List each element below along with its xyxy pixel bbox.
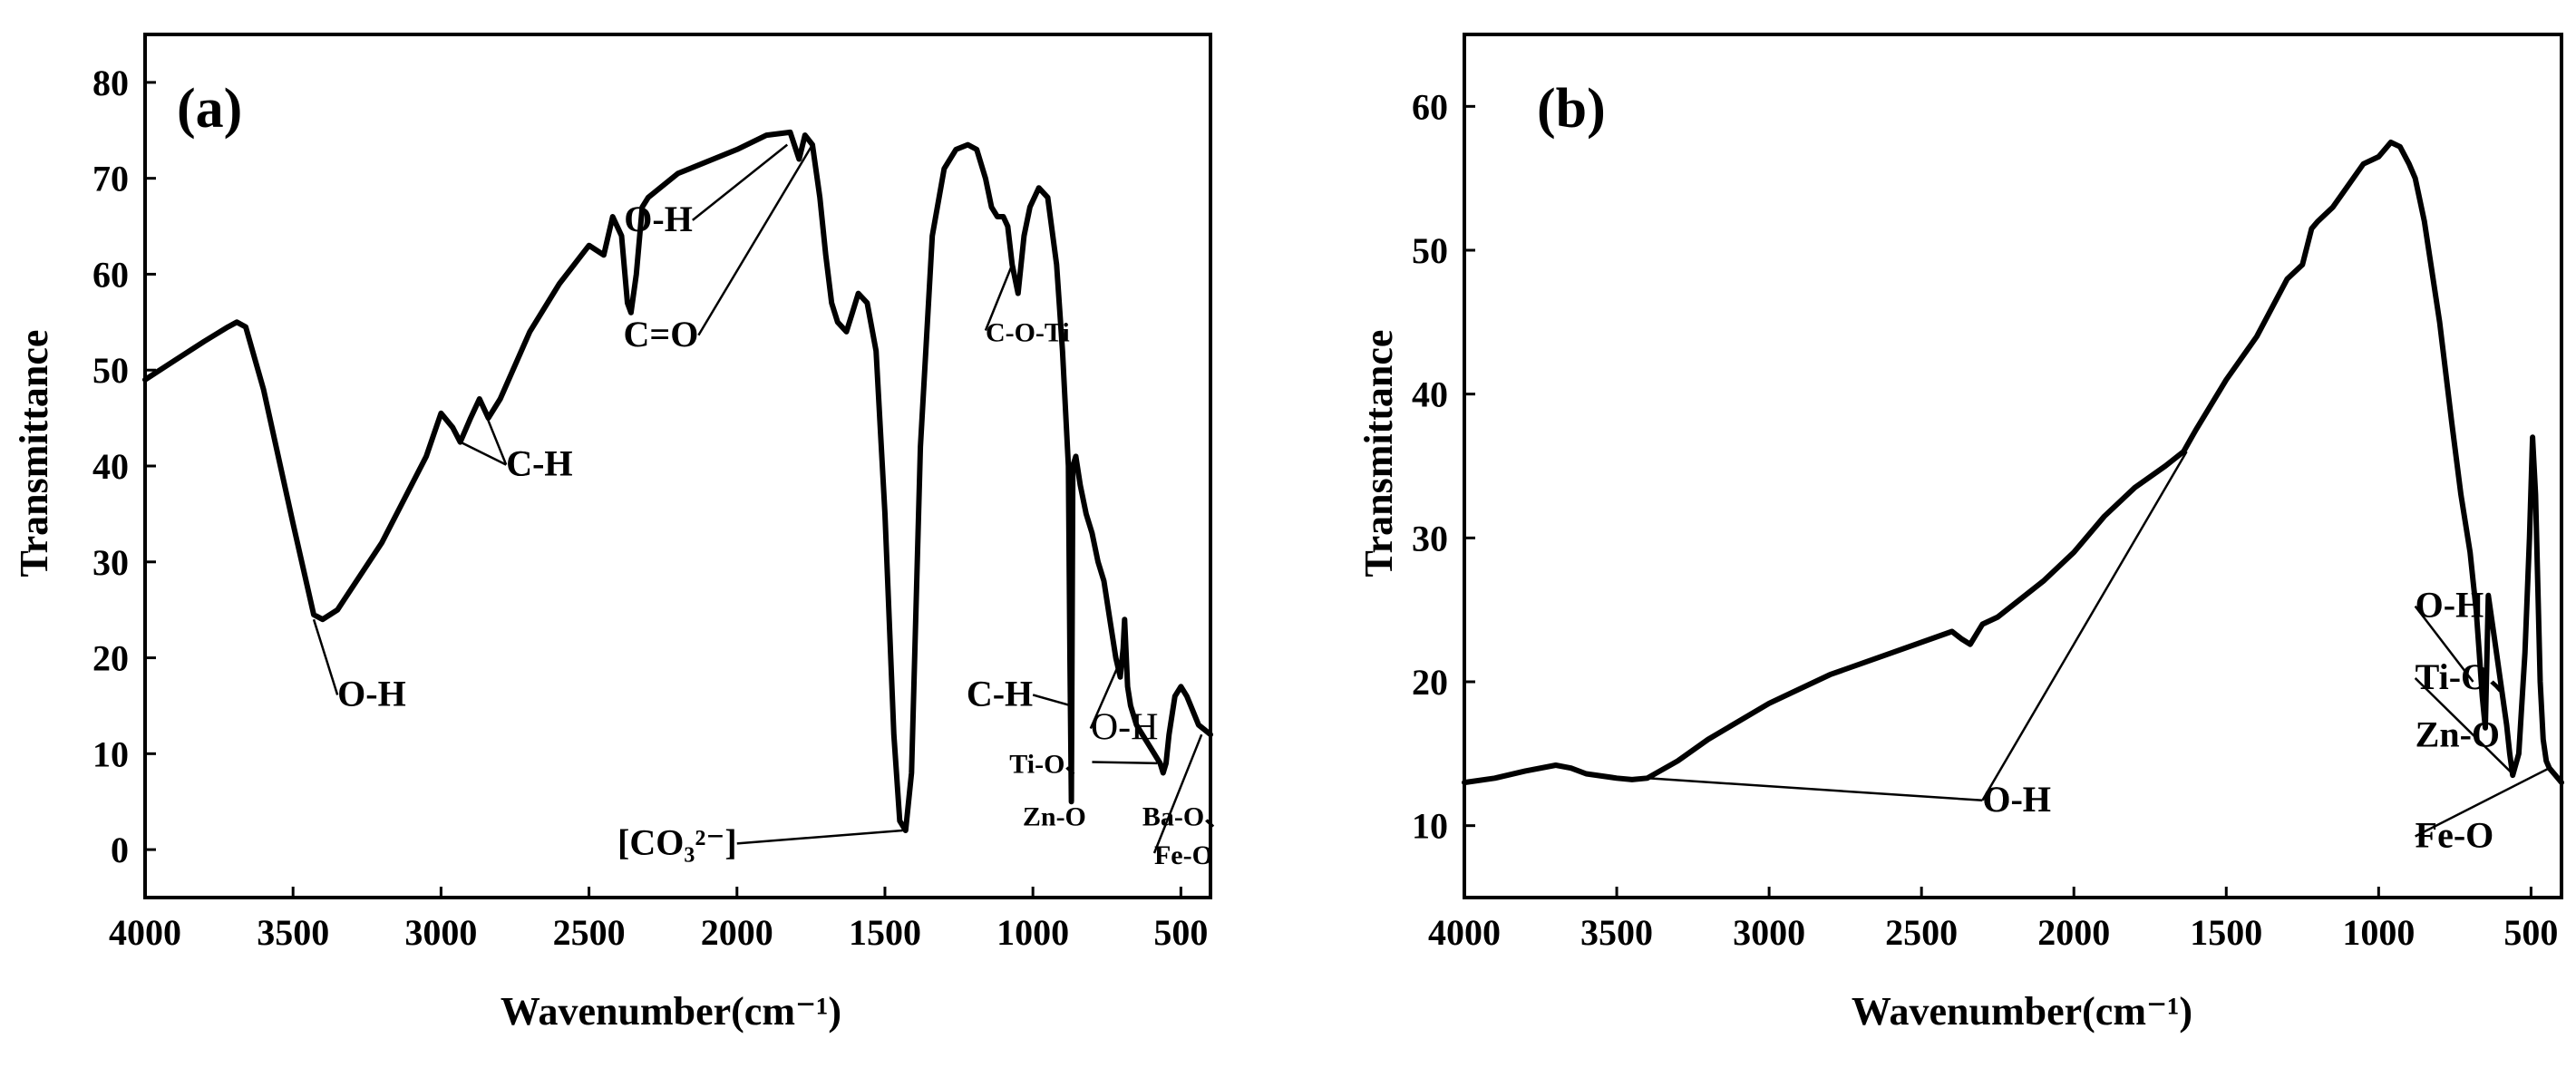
y-tick-label: 70 — [92, 159, 129, 199]
x-tick-label: 2500 — [553, 912, 626, 953]
y-tick-label: 50 — [92, 350, 129, 391]
panel-a-ticks — [143, 81, 1182, 898]
y-tick-label: 20 — [1412, 662, 1448, 703]
panel-b-annotation: Zn-O — [2416, 714, 2500, 754]
y-tick-label: 60 — [1412, 86, 1448, 127]
annotation-arrow — [697, 144, 814, 336]
x-tick-label: 1500 — [849, 912, 921, 953]
panel-a-annotation: C-H — [506, 443, 572, 484]
panel-a-ylabel: Transmittance — [12, 330, 56, 578]
x-tick-label: 2500 — [1885, 912, 1958, 953]
annotation-arrow — [984, 264, 1014, 331]
panel-b-xlabel: Wavenumber(cm⁻¹) — [1852, 989, 2192, 1034]
x-tick-label: 500 — [1153, 912, 1208, 953]
panel-b-annotation: Ti-O、 — [2416, 656, 2526, 697]
x-tick-label: 3000 — [404, 912, 477, 953]
y-tick-label: 30 — [92, 542, 129, 583]
annotation-arrow — [2414, 605, 2474, 683]
panel-b-annotation: O-H — [1982, 779, 2051, 820]
panel-a-annotation: Ti-O、 — [1009, 749, 1092, 779]
annotation-arrow — [1089, 657, 1123, 729]
annotation-arrow — [460, 441, 507, 466]
panel-a-annotation: O-H — [1091, 706, 1159, 748]
x-tick-label: 1500 — [2190, 912, 2262, 953]
y-tick-label: 50 — [1412, 230, 1448, 271]
y-tick-label: 80 — [92, 63, 129, 103]
y-tick-label: 60 — [92, 254, 129, 295]
panel-b: (b) Transmittance Wavenumber(cm⁻¹) 4000 3… — [1356, 33, 2564, 1034]
annotation-arrow — [736, 829, 903, 845]
x-tick-label: 3000 — [1733, 912, 1805, 953]
annotation-arrow — [2415, 767, 2551, 838]
panel-a-xlabel: Wavenumber(cm⁻¹) — [501, 989, 841, 1034]
panel-a-annotation: Ba-O、 — [1142, 802, 1231, 832]
x-tick-label: 4000 — [1428, 912, 1501, 953]
annotation-arrow — [478, 398, 508, 466]
y-tick-label: 30 — [1412, 518, 1448, 558]
panel-a-label: (a) — [177, 78, 242, 140]
panel-b-annotation: O-H — [1982, 779, 2051, 820]
annotation-arrow — [1981, 451, 2188, 801]
y-tick-label: 40 — [1412, 374, 1448, 415]
panel-a-annotation: C-H — [506, 443, 572, 484]
panel-b-ylabel: Transmittance — [1356, 330, 1401, 578]
y-tick-label: 0 — [111, 830, 129, 870]
annotation-arrow — [692, 143, 789, 221]
x-tick-label: 3500 — [257, 912, 329, 953]
annotation-arrow — [312, 618, 339, 695]
x-tick-label: 500 — [2503, 912, 2558, 953]
x-tick-label: 4000 — [109, 912, 181, 953]
x-tick-label: 1000 — [2342, 912, 2415, 953]
panel-b-annotation: O-H — [2416, 585, 2484, 626]
annotation-arrow — [1647, 777, 1983, 802]
y-tick-label: 10 — [1412, 806, 1448, 847]
panel-a-annotation: Zn-O — [1023, 802, 1086, 832]
panel-a-annotation: [CO₃²⁻] — [617, 821, 737, 862]
panel-b-label: (b) — [1537, 78, 1606, 140]
x-tick-label: 3500 — [1580, 912, 1653, 953]
panel-b-ticks — [1463, 104, 2532, 898]
panel-a-annotation: Fe-O — [1154, 840, 1213, 870]
annotation-arrow — [2414, 677, 2514, 775]
panel-b-annotation: Fe-O — [2416, 814, 2494, 855]
y-tick-label: 20 — [92, 638, 129, 679]
x-tick-label: 1000 — [996, 912, 1069, 953]
panel-b-series-line — [1462, 140, 2564, 786]
panel-a-annotation: C-O-Ti — [986, 317, 1070, 347]
y-tick-label: 40 — [92, 446, 129, 487]
panel-a-annotation: C=O — [624, 314, 699, 354]
panel-b-frame — [1463, 33, 2563, 899]
panel-a: (a) Transmittance Wavenumber(cm⁻¹) 4000 3… — [12, 33, 1231, 1034]
panel-a-annotation: O-H — [624, 199, 693, 239]
annotation-arrow — [1032, 694, 1072, 707]
panel-a-annotation: C-H — [967, 673, 1033, 714]
panel-a-annotation: O-H — [337, 673, 406, 714]
y-tick-label: 10 — [92, 733, 129, 774]
annotation-arrow — [1152, 733, 1203, 854]
x-tick-label: 2000 — [2037, 912, 2110, 953]
x-tick-label: 2000 — [701, 912, 773, 953]
